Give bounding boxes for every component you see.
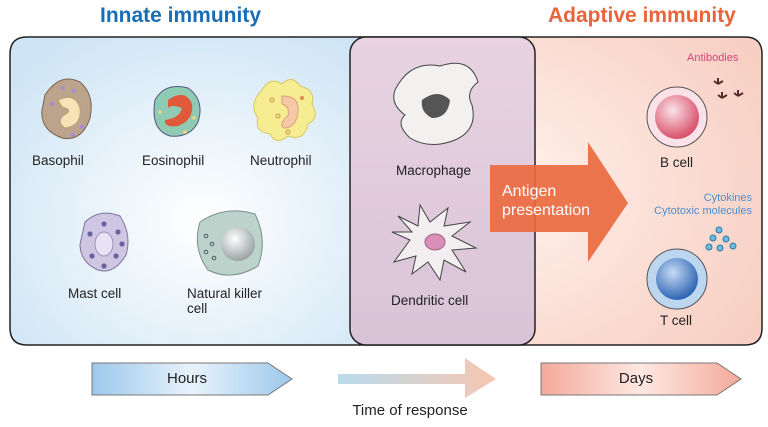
nk-label-line2: cell [187,301,208,316]
t-cell-icon [646,248,708,310]
mast-cell-icon [79,212,129,272]
eosinophil-label: Eosinophil [142,153,205,168]
hours-label: Hours [166,370,207,387]
time-of-response-arrow [338,358,496,398]
antibodies-label: Antibodies [687,52,739,64]
t-cell-label: T cell [660,313,693,328]
basophil-label: Basophil [32,153,84,168]
time-of-response-label: Time of response [352,402,468,419]
days-arrow [540,362,742,396]
macrophage-icon [393,62,479,145]
days-label: Days [618,370,654,387]
mast-cell-label: Mast cell [68,286,122,301]
basophil-icon [41,78,92,140]
antibodies-icon [713,78,744,99]
adaptive-immunity-heading: Adaptive immunity [548,4,736,27]
cytokines-text: Cytokines [703,192,752,204]
antigen-presentation-arrow [490,142,628,262]
nk-label-line1: Natural killer [187,286,263,301]
cytotoxic-molecules-text: Cytotoxic molecules [654,205,752,217]
natural-killer-cell-label: Natural killer cell [187,286,262,316]
natural-killer-cell-icon [196,210,263,276]
eosinophil-icon [153,86,201,137]
cytokines-label: Cytokines Cytotoxic molecules [654,192,752,218]
antigen-line1: Antigen [502,183,557,200]
neutrophil-label: Neutrophil [250,153,312,168]
innate-immunity-heading: Innate immunity [100,4,262,27]
antigen-presentation-label: Antigen presentation [502,182,590,220]
b-cell-icon [646,86,708,148]
dendritic-cell-label: Dendritic cell [391,293,469,308]
macrophage-label: Macrophage [396,163,472,178]
antigen-line2: presentation [502,202,591,219]
hours-arrow [91,362,293,396]
neutrophil-icon [253,79,316,141]
dendritic-cell-icon [391,203,478,282]
cytokines-icon [705,226,737,252]
b-cell-label: B cell [660,155,694,170]
